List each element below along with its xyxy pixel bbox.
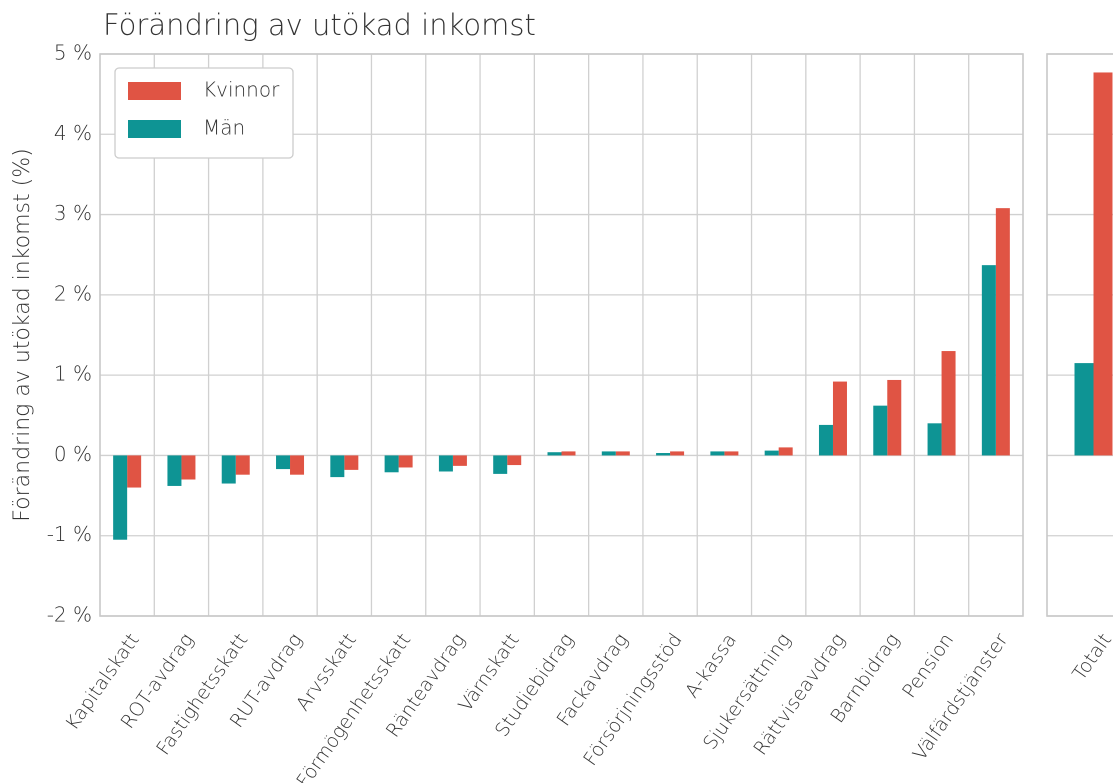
- bar: [764, 450, 779, 456]
- bar: [452, 455, 467, 466]
- legend-swatch: [128, 120, 181, 138]
- bar: [507, 455, 522, 466]
- bar: [927, 423, 942, 456]
- bar: [113, 455, 128, 540]
- y-tick-label: 5 %: [54, 41, 92, 65]
- y-tick-label: 3 %: [54, 201, 92, 225]
- bar: [778, 447, 793, 456]
- legend-label: Män: [203, 116, 245, 140]
- legend-swatch: [128, 82, 181, 100]
- x-tick-label: A-kassa: [681, 629, 741, 702]
- x-tick-label: Välfärdstjänster: [909, 629, 1013, 764]
- bar: [398, 455, 413, 468]
- bar: [1074, 363, 1094, 456]
- bar: [235, 455, 250, 475]
- y-tick-label: 1 %: [54, 362, 92, 386]
- bar: [601, 451, 616, 456]
- bar: [493, 455, 508, 474]
- bar: [873, 405, 888, 456]
- x-tick-label: Försörjningsstöd: [579, 629, 686, 769]
- bar: [941, 351, 956, 456]
- bar: [290, 455, 305, 475]
- bar: [127, 455, 142, 488]
- bar: [276, 455, 291, 470]
- bar: [330, 455, 345, 478]
- bar: [1093, 72, 1113, 456]
- bar: [561, 451, 576, 456]
- y-tick-label: 2 %: [54, 281, 92, 305]
- bar: [670, 451, 685, 456]
- bar: [384, 455, 399, 473]
- bar: [981, 265, 996, 456]
- bar: [832, 381, 847, 456]
- bar: [344, 455, 359, 470]
- bar: [656, 453, 671, 456]
- y-tick-label: -2 %: [47, 603, 92, 627]
- legend-label: Kvinnor: [203, 78, 280, 102]
- bar: [724, 451, 739, 456]
- x-tick-label: Totalt: [1068, 629, 1113, 684]
- y-tick-label: 4 %: [54, 121, 92, 145]
- bar: [438, 455, 453, 472]
- y-tick-label: -1 %: [47, 522, 92, 546]
- chart-title: Förändring av utökad inkomst: [103, 8, 536, 42]
- plot-frame: [99, 53, 1024, 617]
- x-tick-label: Pension: [898, 629, 958, 702]
- bar: [615, 451, 630, 456]
- bar: [995, 208, 1010, 456]
- plot-frame: [1046, 53, 1113, 617]
- y-axis-label: Förändring av utökad inkomst (%): [10, 148, 35, 521]
- bar: [167, 455, 182, 486]
- bar: [547, 452, 562, 456]
- bar: [221, 455, 236, 484]
- y-tick-label: 0 %: [54, 442, 92, 466]
- bar: [818, 424, 833, 456]
- bar: [887, 379, 902, 456]
- bar: [710, 451, 725, 456]
- bar: [181, 455, 196, 480]
